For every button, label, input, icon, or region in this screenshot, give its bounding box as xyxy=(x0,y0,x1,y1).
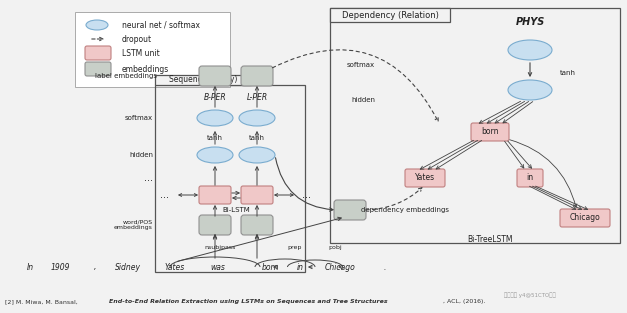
Text: word/POS
embeddings: word/POS embeddings xyxy=(114,220,153,230)
Text: dropout: dropout xyxy=(122,34,152,44)
Text: ...: ... xyxy=(161,190,169,200)
Text: 云栖社区 y4@51CTO博客: 云栖社区 y4@51CTO博客 xyxy=(504,292,556,298)
Text: tanh: tanh xyxy=(249,135,265,141)
Text: Bi-TreeLSTM: Bi-TreeLSTM xyxy=(467,235,513,244)
Ellipse shape xyxy=(508,80,552,100)
Text: label embeddings: label embeddings xyxy=(95,73,157,79)
Bar xyxy=(330,8,450,22)
Text: .: . xyxy=(384,263,386,271)
Text: softmax: softmax xyxy=(125,115,153,121)
Text: Dependency (Relation): Dependency (Relation) xyxy=(342,11,438,19)
FancyBboxPatch shape xyxy=(334,200,366,220)
Text: ...: ... xyxy=(302,190,312,200)
Text: in: in xyxy=(297,263,303,271)
Text: softmax: softmax xyxy=(347,62,375,68)
FancyBboxPatch shape xyxy=(241,186,273,204)
Text: [2] M. Miwa, M. Bansal,: [2] M. Miwa, M. Bansal, xyxy=(5,300,80,305)
Text: ,: , xyxy=(94,263,96,271)
Ellipse shape xyxy=(239,110,275,126)
Ellipse shape xyxy=(197,147,233,163)
Ellipse shape xyxy=(197,110,233,126)
Text: In: In xyxy=(26,263,34,271)
Text: neural net / softmax: neural net / softmax xyxy=(122,20,200,29)
Bar xyxy=(330,8,620,243)
Text: Yates: Yates xyxy=(415,173,435,182)
Bar xyxy=(75,12,230,87)
Text: was: was xyxy=(211,263,226,271)
Ellipse shape xyxy=(86,20,108,30)
Text: hidden: hidden xyxy=(351,97,375,103)
Text: Bi-LSTM: Bi-LSTM xyxy=(222,207,250,213)
Text: Sequence (Entity): Sequence (Entity) xyxy=(169,75,237,85)
Text: 1909: 1909 xyxy=(50,263,70,271)
Ellipse shape xyxy=(239,147,275,163)
FancyBboxPatch shape xyxy=(405,169,445,187)
Text: LSTM unit: LSTM unit xyxy=(122,49,160,58)
Text: ...: ... xyxy=(144,173,153,183)
Text: nsubjpass: nsubjpass xyxy=(204,245,236,250)
Text: prep: prep xyxy=(288,245,302,250)
Text: , ACL, (2016).: , ACL, (2016). xyxy=(443,300,485,305)
Text: Chicago: Chicago xyxy=(569,213,601,223)
FancyBboxPatch shape xyxy=(241,66,273,86)
Text: embeddings: embeddings xyxy=(122,64,169,74)
Text: hidden: hidden xyxy=(129,152,153,158)
FancyBboxPatch shape xyxy=(560,209,610,227)
Bar xyxy=(155,85,305,272)
Text: Sidney: Sidney xyxy=(115,263,141,271)
FancyBboxPatch shape xyxy=(199,66,231,86)
Text: tanh: tanh xyxy=(207,135,223,141)
Text: in: in xyxy=(527,173,534,182)
Text: B-PER: B-PER xyxy=(204,93,226,101)
Text: End-to-End Relation Extraction using LSTMs on Sequences and Tree Structures: End-to-End Relation Extraction using LST… xyxy=(109,300,387,305)
FancyBboxPatch shape xyxy=(85,46,111,60)
Text: L-PER: L-PER xyxy=(246,93,268,101)
Text: born: born xyxy=(261,263,279,271)
Text: born: born xyxy=(482,127,498,136)
FancyBboxPatch shape xyxy=(517,169,543,187)
Text: tanh: tanh xyxy=(560,70,576,76)
Ellipse shape xyxy=(508,40,552,60)
FancyBboxPatch shape xyxy=(241,215,273,235)
FancyBboxPatch shape xyxy=(471,123,509,141)
Text: Chicago: Chicago xyxy=(325,263,356,271)
Text: pobj: pobj xyxy=(328,245,342,250)
Text: dependency embeddings: dependency embeddings xyxy=(361,207,449,213)
Text: Yates: Yates xyxy=(165,263,185,271)
FancyBboxPatch shape xyxy=(199,215,231,235)
Bar xyxy=(155,75,251,85)
Text: PHYS: PHYS xyxy=(515,17,545,27)
FancyBboxPatch shape xyxy=(199,186,231,204)
Text: Sequence (Entity): Sequence (Entity) xyxy=(169,75,237,84)
FancyBboxPatch shape xyxy=(85,62,111,76)
